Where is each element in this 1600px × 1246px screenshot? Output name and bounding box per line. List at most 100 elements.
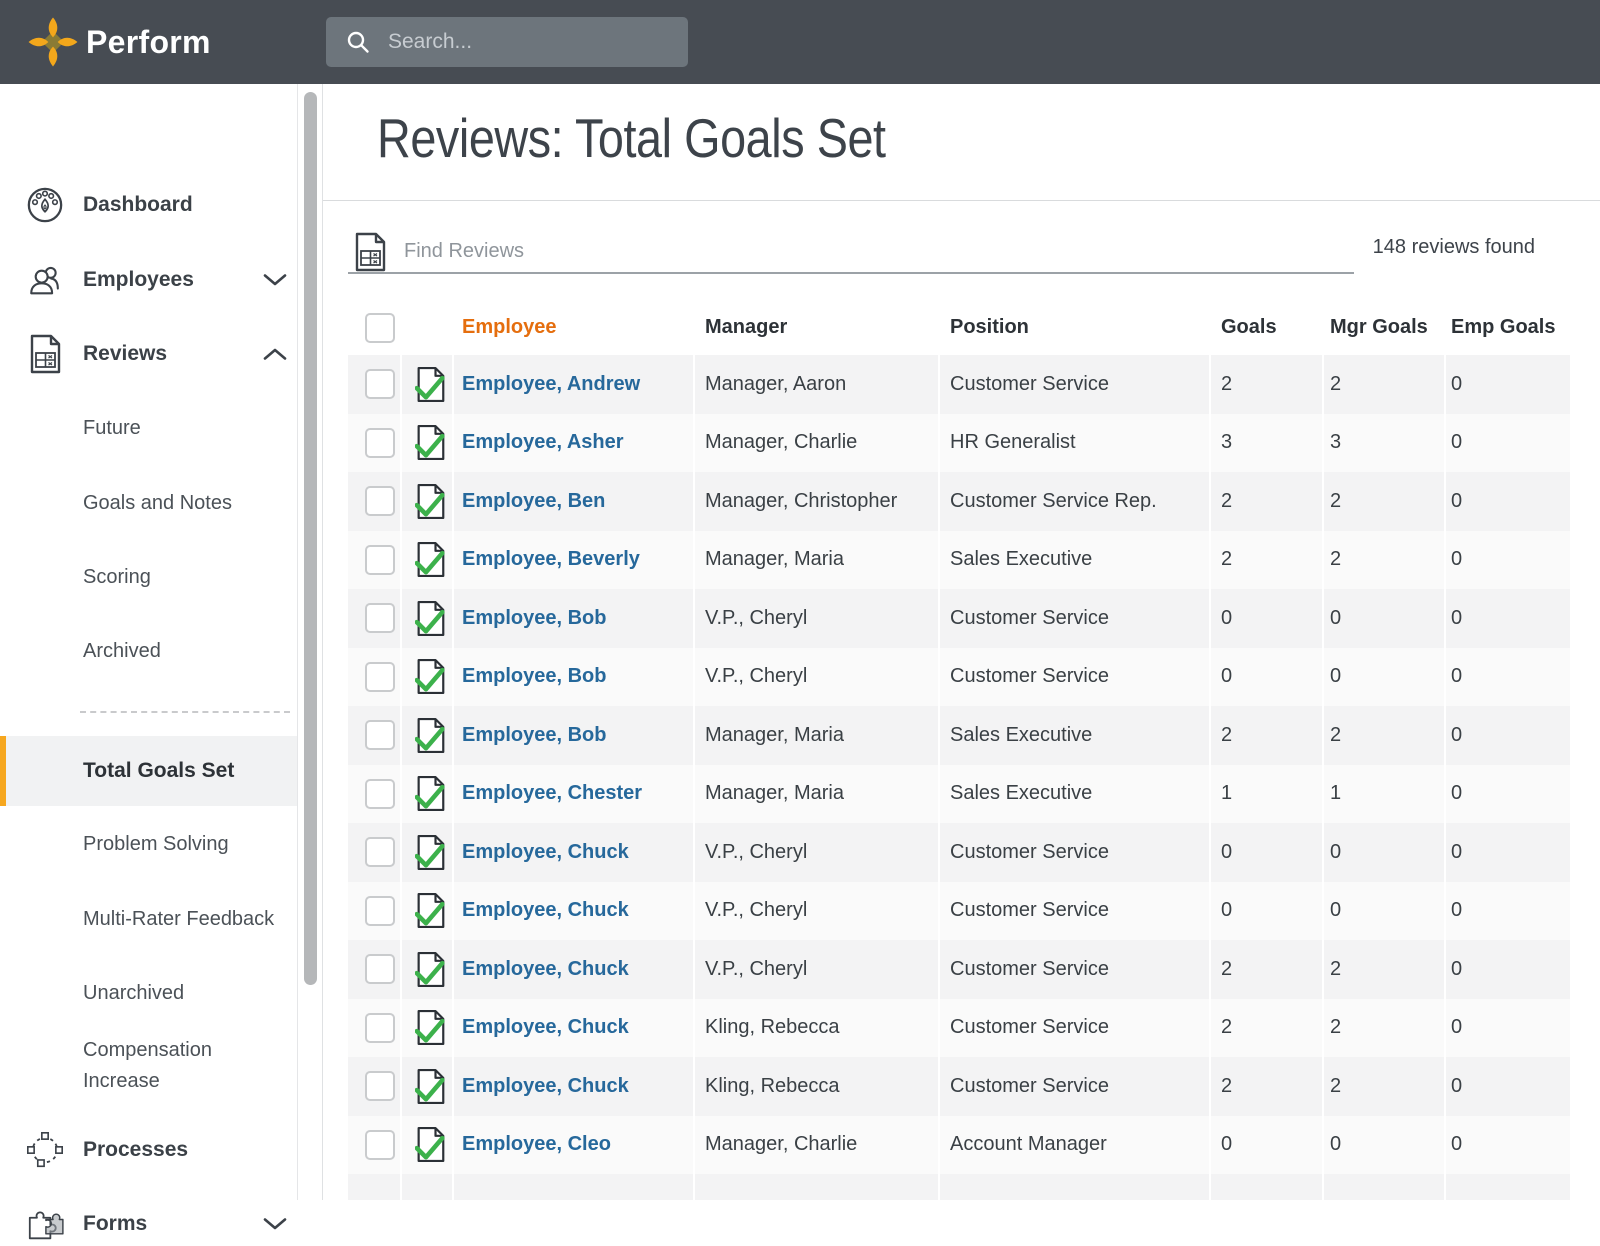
row-checkbox[interactable] (365, 778, 395, 809)
sidebar-item-label: Future (83, 416, 141, 439)
review-document-check-icon[interactable] (415, 600, 446, 637)
row-checkbox[interactable] (365, 954, 395, 985)
review-document-check-icon[interactable] (415, 483, 446, 520)
employee-link[interactable]: Employee, Cleo (462, 1133, 611, 1156)
sidebar-item-label: Archived (83, 639, 161, 662)
employee-link[interactable]: Employee, Bob (462, 723, 607, 746)
employee-link[interactable]: Employee, Andrew (462, 372, 641, 395)
sidebar-item-label: Multi-Rater Feedback (83, 907, 275, 930)
row-checkbox[interactable] (365, 837, 395, 868)
goals-cell: 2 (1221, 372, 1233, 395)
sidebar-item-processes[interactable]: Processes (0, 1128, 297, 1172)
employee-link[interactable]: Employee, Bob (462, 606, 607, 629)
employee-link[interactable]: Employee, Ben (462, 489, 606, 512)
review-document-check-icon[interactable] (415, 834, 446, 871)
emp-goals-cell: 0 (1451, 840, 1463, 863)
goals-cell: 2 (1221, 1074, 1233, 1097)
perform-logo-icon[interactable] (27, 16, 79, 68)
employee-link[interactable]: Employee, Chuck (462, 1074, 629, 1097)
mgr-goals-cell: 1 (1330, 782, 1342, 805)
review-document-check-icon[interactable] (415, 541, 446, 578)
emp-goals-cell: 0 (1451, 782, 1463, 805)
review-document-check-icon[interactable] (415, 424, 446, 461)
table-row: Employee, Chuck V.P., Cheryl Customer Se… (348, 823, 1570, 882)
emp-goals-cell: 0 (1451, 1016, 1463, 1039)
table-row: Employee, Bob V.P., Cheryl Customer Serv… (348, 647, 1570, 706)
brand-name: Perform (86, 24, 211, 60)
global-search-box[interactable] (326, 17, 688, 67)
mgr-goals-cell: 2 (1330, 489, 1342, 512)
employee-link[interactable]: Employee, Chester (462, 782, 643, 805)
review-document-check-icon[interactable] (415, 775, 446, 812)
review-document-check-icon[interactable] (415, 892, 446, 929)
row-checkbox[interactable] (365, 486, 395, 517)
emp-goals-cell: 0 (1451, 1074, 1463, 1097)
row-checkbox[interactable] (365, 1071, 395, 1102)
sidebar-item-label: Unarchived (83, 981, 185, 1004)
manager-cell: V.P., Cheryl (705, 665, 808, 688)
sidebar-item-multi-rater-feedback[interactable]: Multi-Rater Feedback (0, 897, 297, 941)
employee-link[interactable]: Employee, Bob (462, 665, 607, 688)
manager-cell: Manager, Maria (705, 723, 844, 746)
employee-link[interactable]: Employee, Chuck (462, 899, 629, 922)
table-header-row: Employee Manager Position Goals Mgr Goal… (348, 300, 1570, 355)
review-document-check-icon[interactable] (415, 1126, 446, 1163)
sidebar-nav: Dashboard Employees Reviews Future Goals … (0, 84, 298, 1240)
position-cell: Customer Service (950, 1016, 1109, 1039)
position-cell: Customer Service (950, 899, 1109, 922)
find-reviews-input[interactable] (348, 230, 1354, 274)
employee-link[interactable]: Employee, Chuck (462, 957, 629, 980)
sidebar-item-total-goals-set[interactable]: Total Goals Set (0, 736, 297, 806)
goals-cell: 2 (1221, 1016, 1233, 1039)
column-header-employee[interactable]: Employee (462, 316, 557, 338)
sidebar-item-archived[interactable]: Archived (0, 629, 297, 673)
column-header-position[interactable]: Position (950, 316, 1029, 338)
sidebar-item-problem-solving[interactable]: Problem Solving (0, 822, 297, 866)
search-input[interactable] (386, 29, 670, 55)
emp-goals-cell: 0 (1451, 723, 1463, 746)
sidebar-item-unarchived[interactable]: Unarchived (0, 971, 297, 1015)
sidebar-item-compensation-increase[interactable]: Compensation Increase (0, 1034, 297, 1098)
column-header-goals[interactable]: Goals (1221, 316, 1277, 338)
review-document-check-icon[interactable] (415, 717, 446, 754)
sidebar-item-dashboard[interactable]: Dashboard (0, 183, 297, 227)
row-checkbox[interactable] (365, 1129, 395, 1160)
row-checkbox[interactable] (365, 1012, 395, 1043)
manager-cell: Manager, Maria (705, 782, 844, 805)
goals-cell: 1 (1221, 782, 1233, 805)
employee-link[interactable]: Employee, Chuck (462, 1016, 629, 1039)
review-document-check-icon[interactable] (415, 951, 446, 988)
sidebar-item-goals-and-notes[interactable]: Goals and Notes (0, 481, 297, 525)
sidebar-item-label: Forms (83, 1212, 148, 1235)
review-document-check-icon[interactable] (415, 1009, 446, 1046)
sidebar-item-forms[interactable]: Forms (0, 1202, 297, 1246)
row-checkbox[interactable] (365, 720, 395, 751)
sidebar-item-scoring[interactable]: Scoring (0, 555, 297, 599)
review-document-check-icon[interactable] (415, 366, 446, 403)
table-row: Employee, Ben Manager, Christopher Custo… (348, 472, 1570, 531)
forms-icon (26, 1204, 64, 1244)
sidebar-item-employees[interactable]: Employees (0, 258, 297, 302)
mgr-goals-cell: 2 (1330, 548, 1342, 571)
row-checkbox[interactable] (365, 369, 395, 400)
sidebar-item-label: Total Goals Set (83, 759, 235, 782)
row-checkbox[interactable] (365, 661, 395, 692)
employee-link[interactable]: Employee, Chuck (462, 840, 629, 863)
sidebar-item-future[interactable]: Future (0, 406, 297, 450)
sidebar-item-reviews[interactable]: Reviews (0, 332, 297, 376)
sidebar-scrollbar[interactable] (304, 92, 317, 985)
select-all-checkbox[interactable] (365, 312, 395, 343)
emp-goals-cell: 0 (1451, 489, 1463, 512)
row-checkbox[interactable] (365, 544, 395, 575)
review-document-check-icon[interactable] (415, 658, 446, 695)
review-document-check-icon[interactable] (415, 1068, 446, 1105)
employee-link[interactable]: Employee, Asher (462, 431, 624, 454)
row-checkbox[interactable] (365, 427, 395, 458)
sidebar-item-label: Compensation Increase (83, 1039, 212, 1092)
column-header-emp-goals[interactable]: Emp Goals (1451, 316, 1556, 338)
employee-link[interactable]: Employee, Beverly (462, 548, 640, 571)
row-checkbox[interactable] (365, 895, 395, 926)
column-header-mgr-goals[interactable]: Mgr Goals (1330, 316, 1428, 338)
column-header-manager[interactable]: Manager (705, 316, 788, 338)
row-checkbox[interactable] (365, 603, 395, 634)
